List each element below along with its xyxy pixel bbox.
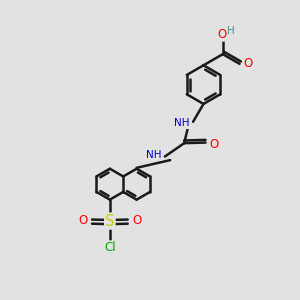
Text: O: O	[78, 214, 87, 226]
Text: S: S	[105, 214, 115, 229]
Text: O: O	[244, 57, 253, 70]
Text: H: H	[227, 26, 235, 36]
Text: O: O	[210, 138, 219, 151]
Text: Cl: Cl	[104, 241, 116, 254]
Text: O: O	[133, 214, 142, 226]
Text: O: O	[218, 28, 227, 41]
Text: NH: NH	[174, 118, 190, 128]
Text: NH: NH	[146, 150, 161, 160]
